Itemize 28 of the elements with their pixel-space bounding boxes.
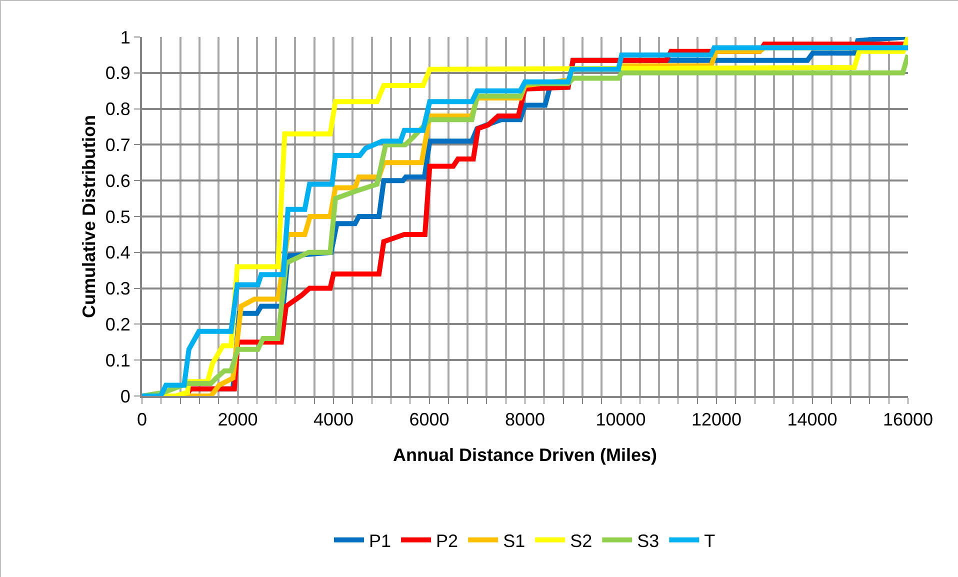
y-tick-label: 0.9 bbox=[105, 63, 130, 84]
y-tick-label: 0 bbox=[120, 386, 130, 406]
x-tick-label: 14000 bbox=[787, 410, 838, 430]
x-tick-label: 10000 bbox=[596, 410, 646, 430]
legend-label: S1 bbox=[503, 530, 526, 551]
x-tick-label: 2000 bbox=[218, 410, 258, 430]
x-tick-label: 12000 bbox=[691, 410, 742, 430]
y-tick-label: 0.4 bbox=[105, 242, 130, 263]
y-tick-label: 1 bbox=[120, 27, 130, 48]
y-tick-label: 0.6 bbox=[105, 170, 130, 191]
x-tick-label: 0 bbox=[136, 410, 148, 430]
legend-label: S2 bbox=[570, 530, 592, 551]
legend-label: S3 bbox=[637, 530, 660, 551]
x-tick-label: 4000 bbox=[313, 410, 354, 430]
legend-label: P1 bbox=[369, 530, 392, 551]
legend-label: P2 bbox=[436, 530, 458, 551]
y-tick-label: 0.1 bbox=[105, 350, 130, 370]
y-tick-label: 0.2 bbox=[105, 314, 130, 334]
x-tick-label: 16000 bbox=[882, 410, 934, 430]
y-axis-title: Cumulative Distribution bbox=[79, 114, 99, 318]
y-tick-label: 0.5 bbox=[105, 206, 130, 227]
x-tick-label: 8000 bbox=[504, 410, 546, 430]
x-axis-title: Annual Distance Driven (Miles) bbox=[392, 445, 658, 465]
legend-label: T bbox=[704, 530, 716, 551]
y-tick-label: 0.7 bbox=[105, 135, 130, 155]
y-tick-label: 0.8 bbox=[105, 99, 130, 120]
y-tick-label: 0.3 bbox=[105, 278, 130, 299]
x-tick-label: 6000 bbox=[409, 410, 450, 430]
